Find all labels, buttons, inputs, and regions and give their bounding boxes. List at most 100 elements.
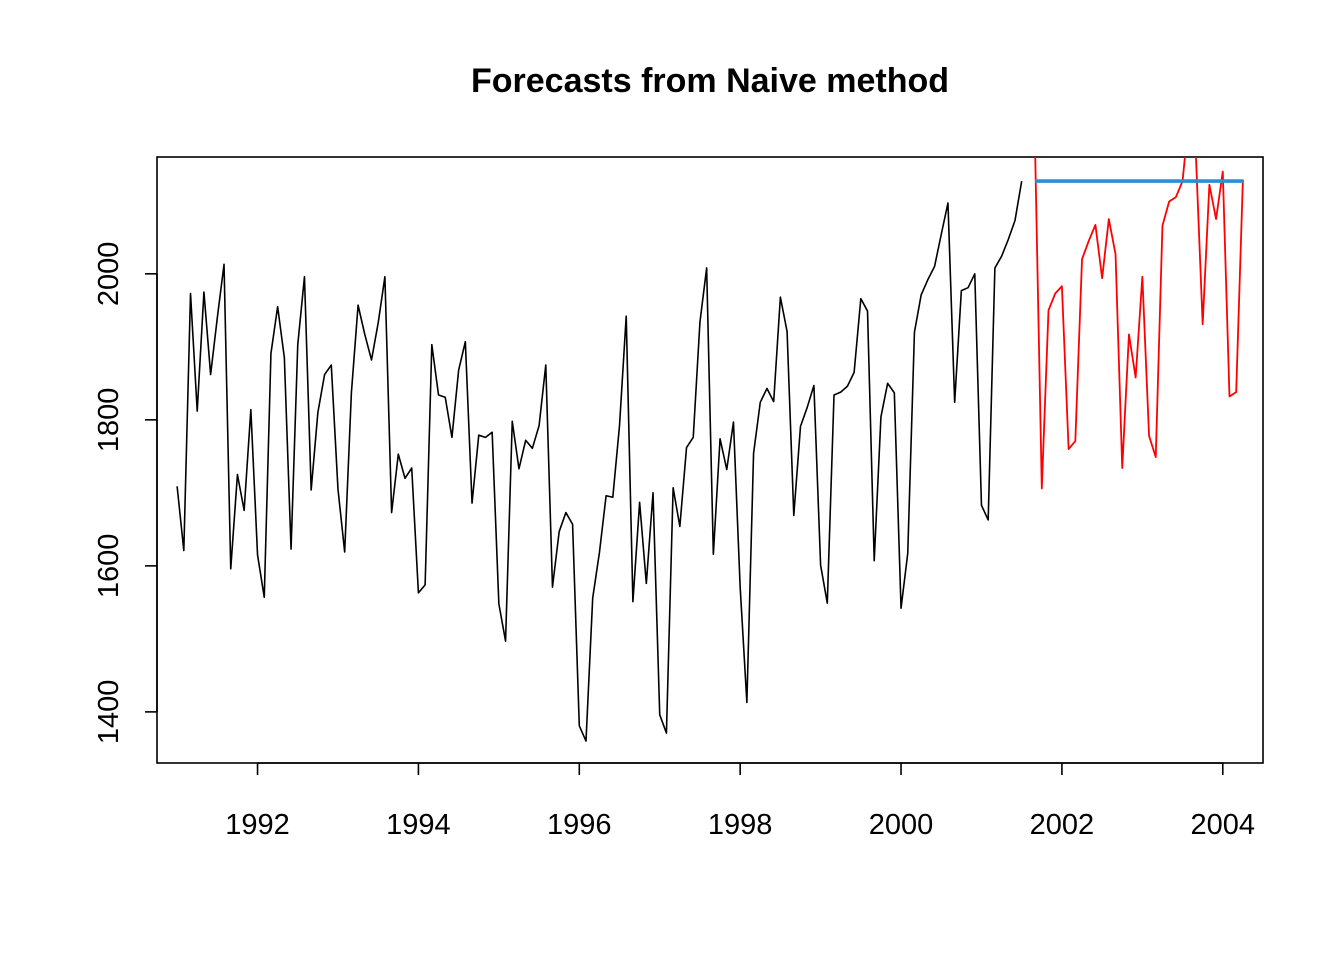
data-point — [1189, 180, 1190, 181]
data-point — [659, 714, 660, 715]
data-point — [706, 267, 707, 268]
data-point — [760, 402, 761, 403]
data-point — [1008, 239, 1009, 240]
data-point — [813, 385, 814, 386]
x-tick-label: 2000 — [869, 809, 934, 841]
data-point — [753, 453, 754, 454]
data-point — [840, 392, 841, 393]
data-point — [1142, 276, 1143, 277]
data-point — [1242, 180, 1243, 181]
data-point — [1148, 180, 1149, 181]
data-point — [492, 432, 493, 433]
data-point — [538, 425, 539, 426]
data-point — [505, 640, 506, 641]
data-point — [800, 426, 801, 427]
data-point — [974, 273, 975, 274]
data-point — [532, 448, 533, 449]
data-point — [786, 331, 787, 332]
data-point — [854, 372, 855, 373]
x-tick-label: 1996 — [547, 809, 612, 841]
data-point — [1135, 180, 1136, 181]
data-point — [425, 584, 426, 585]
data-point — [914, 332, 915, 333]
data-point — [947, 202, 948, 203]
observed-series — [176, 180, 1023, 742]
x-tick-label: 1998 — [708, 809, 773, 841]
data-point — [1215, 180, 1216, 181]
data-point — [512, 421, 513, 422]
data-point — [820, 565, 821, 566]
data-point — [666, 732, 667, 733]
data-point — [203, 291, 204, 292]
data-point — [1195, 180, 1196, 181]
data-point — [900, 608, 901, 609]
data-point — [344, 551, 345, 552]
data-point — [317, 412, 318, 413]
data-point — [458, 370, 459, 371]
data-point — [572, 524, 573, 525]
data-point — [1202, 180, 1203, 181]
data-point — [525, 440, 526, 441]
data-point — [485, 437, 486, 438]
data-point — [673, 487, 674, 488]
data-point — [880, 416, 881, 417]
data-point — [351, 392, 352, 393]
data-point — [1081, 259, 1082, 260]
data-point — [210, 374, 211, 375]
data-point — [585, 741, 586, 742]
data-point — [304, 276, 305, 277]
data-point — [465, 341, 466, 342]
data-point — [177, 486, 178, 487]
data-point — [719, 438, 720, 439]
data-point — [230, 568, 231, 569]
data-point — [1014, 220, 1015, 221]
data-point — [1048, 180, 1049, 181]
data-point — [1209, 184, 1210, 185]
data-point — [1001, 256, 1002, 257]
data-point — [612, 497, 613, 498]
data-point — [887, 383, 888, 384]
data-point — [1061, 286, 1062, 287]
data-point — [961, 290, 962, 291]
data-point — [773, 401, 774, 402]
data-point — [1215, 218, 1216, 219]
data-point — [619, 425, 620, 426]
data-point — [1035, 180, 1036, 181]
data-point — [364, 334, 365, 335]
data-point — [1081, 180, 1082, 181]
data-point — [284, 357, 285, 358]
data-point — [451, 437, 452, 438]
data-point — [941, 234, 942, 235]
data-point — [1108, 218, 1109, 219]
data-point — [1115, 180, 1116, 181]
data-point — [954, 402, 955, 403]
data-point — [1048, 310, 1049, 311]
data-point — [1162, 180, 1163, 181]
data-point — [713, 554, 714, 555]
y-tick-label: 1800 — [93, 388, 125, 453]
data-point — [264, 597, 265, 598]
data-point — [733, 421, 734, 422]
data-point — [1189, 113, 1190, 114]
data-point — [431, 344, 432, 345]
data-point — [445, 397, 446, 398]
data-point — [1142, 180, 1143, 181]
data-point — [807, 407, 808, 408]
data-point — [438, 394, 439, 395]
data-point — [1175, 197, 1176, 198]
data-point — [270, 353, 271, 354]
data-point — [907, 553, 908, 554]
data-point — [378, 322, 379, 323]
data-point — [988, 519, 989, 520]
data-point — [1102, 278, 1103, 279]
data-point — [934, 266, 935, 267]
data-point — [1021, 180, 1022, 181]
data-point — [357, 305, 358, 306]
data-point — [639, 502, 640, 503]
data-point — [331, 364, 332, 365]
data-point — [686, 447, 687, 448]
data-point — [1055, 293, 1056, 294]
data-point — [921, 294, 922, 295]
data-point — [1088, 180, 1089, 181]
data-point — [726, 469, 727, 470]
